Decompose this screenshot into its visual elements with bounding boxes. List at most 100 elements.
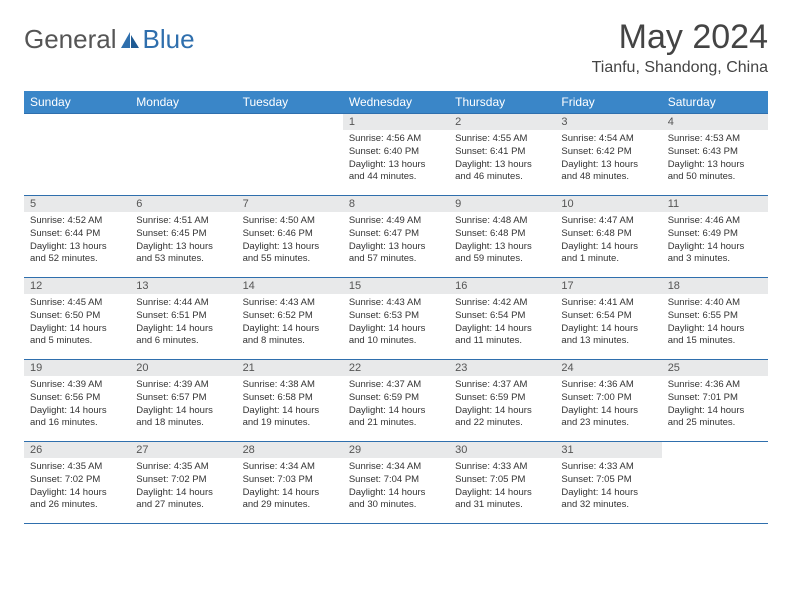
day-details: Sunrise: 4:40 AMSunset: 6:55 PMDaylight:… (662, 294, 768, 351)
day-details: Sunrise: 4:52 AMSunset: 6:44 PMDaylight:… (24, 212, 130, 269)
month-title: May 2024 (592, 18, 768, 57)
day-details: Sunrise: 4:37 AMSunset: 6:59 PMDaylight:… (449, 376, 555, 433)
day-cell: 22Sunrise: 4:37 AMSunset: 6:59 PMDayligh… (343, 360, 449, 442)
day-details: Sunrise: 4:37 AMSunset: 6:59 PMDaylight:… (343, 376, 449, 433)
day-details: Sunrise: 4:43 AMSunset: 6:53 PMDaylight:… (343, 294, 449, 351)
day-details: Sunrise: 4:33 AMSunset: 7:05 PMDaylight:… (449, 458, 555, 515)
day-details: Sunrise: 4:36 AMSunset: 7:01 PMDaylight:… (662, 376, 768, 433)
day-number: 20 (130, 360, 236, 376)
day-number: 17 (555, 278, 661, 294)
day-cell: 16Sunrise: 4:42 AMSunset: 6:54 PMDayligh… (449, 278, 555, 360)
day-number: 6 (130, 196, 236, 212)
day-number: 5 (24, 196, 130, 212)
weekday-header-row: Sunday Monday Tuesday Wednesday Thursday… (24, 91, 768, 114)
day-number: 16 (449, 278, 555, 294)
day-cell: 27Sunrise: 4:35 AMSunset: 7:02 PMDayligh… (130, 442, 236, 524)
day-cell: 3Sunrise: 4:54 AMSunset: 6:42 PMDaylight… (555, 114, 661, 196)
week-row: 5Sunrise: 4:52 AMSunset: 6:44 PMDaylight… (24, 196, 768, 278)
location: Tianfu, Shandong, China (592, 59, 768, 77)
weekday-header: Saturday (662, 91, 768, 114)
day-details: Sunrise: 4:39 AMSunset: 6:56 PMDaylight:… (24, 376, 130, 433)
day-details: Sunrise: 4:44 AMSunset: 6:51 PMDaylight:… (130, 294, 236, 351)
day-details: Sunrise: 4:47 AMSunset: 6:48 PMDaylight:… (555, 212, 661, 269)
day-cell: 10Sunrise: 4:47 AMSunset: 6:48 PMDayligh… (555, 196, 661, 278)
day-details: Sunrise: 4:43 AMSunset: 6:52 PMDaylight:… (237, 294, 343, 351)
day-details: Sunrise: 4:33 AMSunset: 7:05 PMDaylight:… (555, 458, 661, 515)
day-number: 25 (662, 360, 768, 376)
day-number: 11 (662, 196, 768, 212)
day-number: 13 (130, 278, 236, 294)
weekday-header: Sunday (24, 91, 130, 114)
day-number: 21 (237, 360, 343, 376)
day-cell: 2Sunrise: 4:55 AMSunset: 6:41 PMDaylight… (449, 114, 555, 196)
day-cell: 7Sunrise: 4:50 AMSunset: 6:46 PMDaylight… (237, 196, 343, 278)
day-details: Sunrise: 4:39 AMSunset: 6:57 PMDaylight:… (130, 376, 236, 433)
day-cell (237, 114, 343, 196)
logo: General Blue (24, 18, 195, 55)
title-block: May 2024 Tianfu, Shandong, China (592, 18, 768, 77)
day-cell: 8Sunrise: 4:49 AMSunset: 6:47 PMDaylight… (343, 196, 449, 278)
week-row: 26Sunrise: 4:35 AMSunset: 7:02 PMDayligh… (24, 442, 768, 524)
weekday-header: Tuesday (237, 91, 343, 114)
day-cell (662, 442, 768, 524)
day-details: Sunrise: 4:50 AMSunset: 6:46 PMDaylight:… (237, 212, 343, 269)
day-cell: 19Sunrise: 4:39 AMSunset: 6:56 PMDayligh… (24, 360, 130, 442)
day-details: Sunrise: 4:41 AMSunset: 6:54 PMDaylight:… (555, 294, 661, 351)
day-details: Sunrise: 4:54 AMSunset: 6:42 PMDaylight:… (555, 130, 661, 187)
day-number: 31 (555, 442, 661, 458)
day-cell: 1Sunrise: 4:56 AMSunset: 6:40 PMDaylight… (343, 114, 449, 196)
day-number: 9 (449, 196, 555, 212)
day-details: Sunrise: 4:35 AMSunset: 7:02 PMDaylight:… (24, 458, 130, 515)
day-number: 7 (237, 196, 343, 212)
day-cell: 20Sunrise: 4:39 AMSunset: 6:57 PMDayligh… (130, 360, 236, 442)
day-details: Sunrise: 4:38 AMSunset: 6:58 PMDaylight:… (237, 376, 343, 433)
day-details: Sunrise: 4:36 AMSunset: 7:00 PMDaylight:… (555, 376, 661, 433)
logo-text-1: General (24, 24, 117, 55)
day-cell: 29Sunrise: 4:34 AMSunset: 7:04 PMDayligh… (343, 442, 449, 524)
header: General Blue May 2024 Tianfu, Shandong, … (24, 18, 768, 77)
week-row: 19Sunrise: 4:39 AMSunset: 6:56 PMDayligh… (24, 360, 768, 442)
day-cell: 14Sunrise: 4:43 AMSunset: 6:52 PMDayligh… (237, 278, 343, 360)
day-cell: 31Sunrise: 4:33 AMSunset: 7:05 PMDayligh… (555, 442, 661, 524)
day-cell: 4Sunrise: 4:53 AMSunset: 6:43 PMDaylight… (662, 114, 768, 196)
day-number: 19 (24, 360, 130, 376)
day-number: 23 (449, 360, 555, 376)
calendar-table: Sunday Monday Tuesday Wednesday Thursday… (24, 91, 768, 524)
day-cell: 15Sunrise: 4:43 AMSunset: 6:53 PMDayligh… (343, 278, 449, 360)
day-details: Sunrise: 4:42 AMSunset: 6:54 PMDaylight:… (449, 294, 555, 351)
day-details: Sunrise: 4:48 AMSunset: 6:48 PMDaylight:… (449, 212, 555, 269)
logo-sail-icon (119, 30, 141, 50)
day-cell: 6Sunrise: 4:51 AMSunset: 6:45 PMDaylight… (130, 196, 236, 278)
day-number: 14 (237, 278, 343, 294)
day-number: 12 (24, 278, 130, 294)
day-number: 15 (343, 278, 449, 294)
day-cell: 30Sunrise: 4:33 AMSunset: 7:05 PMDayligh… (449, 442, 555, 524)
day-cell: 5Sunrise: 4:52 AMSunset: 6:44 PMDaylight… (24, 196, 130, 278)
day-details: Sunrise: 4:53 AMSunset: 6:43 PMDaylight:… (662, 130, 768, 187)
day-details: Sunrise: 4:49 AMSunset: 6:47 PMDaylight:… (343, 212, 449, 269)
day-cell: 28Sunrise: 4:34 AMSunset: 7:03 PMDayligh… (237, 442, 343, 524)
day-details: Sunrise: 4:51 AMSunset: 6:45 PMDaylight:… (130, 212, 236, 269)
day-number: 10 (555, 196, 661, 212)
weekday-header: Friday (555, 91, 661, 114)
day-cell: 18Sunrise: 4:40 AMSunset: 6:55 PMDayligh… (662, 278, 768, 360)
day-number: 26 (24, 442, 130, 458)
day-cell: 26Sunrise: 4:35 AMSunset: 7:02 PMDayligh… (24, 442, 130, 524)
day-number: 28 (237, 442, 343, 458)
day-number: 8 (343, 196, 449, 212)
day-cell: 9Sunrise: 4:48 AMSunset: 6:48 PMDaylight… (449, 196, 555, 278)
day-cell: 17Sunrise: 4:41 AMSunset: 6:54 PMDayligh… (555, 278, 661, 360)
day-number: 4 (662, 114, 768, 130)
day-number: 29 (343, 442, 449, 458)
day-number: 3 (555, 114, 661, 130)
day-cell: 12Sunrise: 4:45 AMSunset: 6:50 PMDayligh… (24, 278, 130, 360)
day-cell (130, 114, 236, 196)
day-cell: 11Sunrise: 4:46 AMSunset: 6:49 PMDayligh… (662, 196, 768, 278)
day-cell: 24Sunrise: 4:36 AMSunset: 7:00 PMDayligh… (555, 360, 661, 442)
day-number: 18 (662, 278, 768, 294)
day-cell: 13Sunrise: 4:44 AMSunset: 6:51 PMDayligh… (130, 278, 236, 360)
day-number: 27 (130, 442, 236, 458)
day-details: Sunrise: 4:34 AMSunset: 7:04 PMDaylight:… (343, 458, 449, 515)
week-row: 12Sunrise: 4:45 AMSunset: 6:50 PMDayligh… (24, 278, 768, 360)
weekday-header: Thursday (449, 91, 555, 114)
